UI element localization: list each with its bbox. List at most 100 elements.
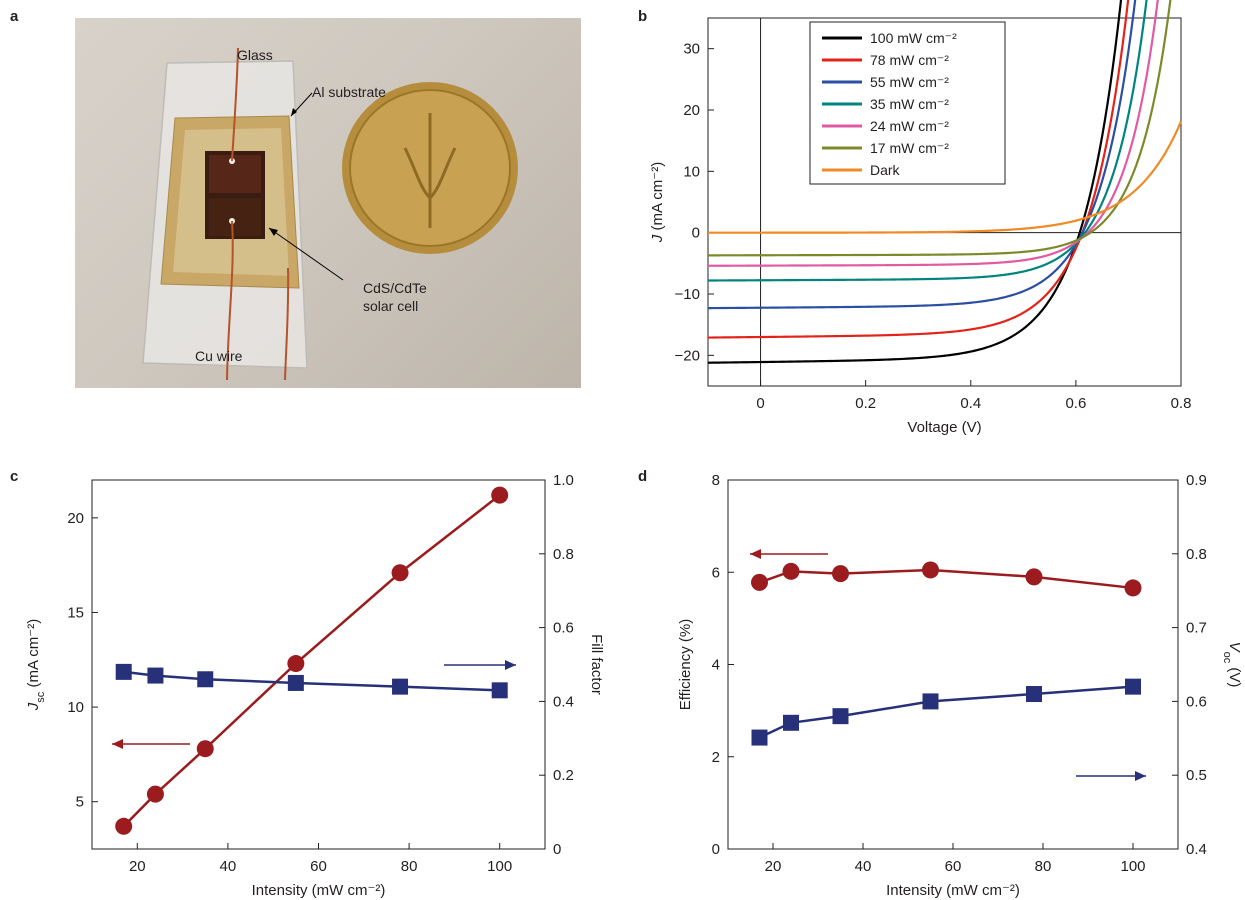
data-point-circle bbox=[491, 486, 509, 504]
panel-label-d: d bbox=[638, 468, 648, 485]
data-point-square bbox=[1125, 678, 1141, 695]
x-tick-label: 100 bbox=[487, 858, 512, 875]
label-glass: Glass bbox=[237, 47, 273, 63]
cu-wire-bottom bbox=[226, 220, 234, 381]
y-tick-label: 0 bbox=[692, 225, 700, 242]
series-line-1 bbox=[758, 685, 1134, 739]
series-line-0 bbox=[707, 0, 1123, 364]
x-tick-label: 80 bbox=[1035, 858, 1052, 875]
series-line-5 bbox=[708, 0, 1172, 257]
data-point-circle bbox=[391, 564, 409, 582]
jsc-ff-chart: 20 40 60 80 100 5 10 15 20 0 0.2 0.4 0.6 0.8 1.0 Intens… bbox=[25, 472, 605, 899]
data-point-circle bbox=[287, 655, 305, 673]
y-left-axis-label: Efficiency (%) bbox=[677, 619, 694, 710]
data-point-square bbox=[783, 714, 799, 731]
plot-frame bbox=[727, 479, 1179, 850]
legend-label: 35 mW cm⁻² bbox=[870, 96, 949, 112]
y-right-axis-label: Fill factor bbox=[588, 634, 605, 695]
x-tick-label: 0 bbox=[756, 395, 764, 412]
panel-label-b: b bbox=[638, 8, 648, 25]
y-left-tick-label: 8 bbox=[712, 472, 720, 489]
ff-axis-arrow-head bbox=[505, 660, 516, 670]
legend-label: 17 mW cm⁻² bbox=[870, 140, 949, 156]
data-point-square bbox=[147, 667, 164, 684]
y-tick-label: 20 bbox=[683, 102, 700, 119]
y-right-tick-label: 0.5 bbox=[1186, 767, 1207, 784]
y-right-tick-label: 1.0 bbox=[553, 472, 574, 489]
y-left-tick-label: 10 bbox=[67, 699, 84, 716]
x-tick-label: 60 bbox=[945, 858, 962, 875]
data-point-square bbox=[197, 671, 214, 688]
label-cu-wire: Cu wire bbox=[195, 348, 243, 364]
label-al-substrate: Al substrate bbox=[312, 84, 386, 100]
x-axis-label: Intensity (mW cm⁻²) bbox=[252, 882, 386, 899]
data-point-square bbox=[1026, 686, 1042, 703]
cu-wire-side bbox=[284, 267, 290, 381]
y-tick-label: 10 bbox=[683, 163, 700, 180]
series-line-1 bbox=[707, 0, 1130, 339]
y-right-axis-label: Voc (V) bbox=[1221, 642, 1243, 688]
y-tick-label: −10 bbox=[675, 286, 700, 303]
label-cell-line1: CdS/CdTe bbox=[363, 280, 427, 296]
x-tick-label: 0.2 bbox=[855, 395, 876, 412]
y-right-tick-label: 0.2 bbox=[553, 767, 574, 784]
data-point-square bbox=[115, 663, 132, 680]
data-point-square bbox=[287, 674, 304, 691]
y-left-tick-label: 4 bbox=[712, 657, 720, 674]
cell-lower-region bbox=[209, 198, 261, 236]
x-tick-label: 0.4 bbox=[960, 395, 981, 412]
series-line-3 bbox=[707, 0, 1148, 282]
legend-label: 78 mW cm⁻² bbox=[870, 52, 949, 68]
y-right-tick-label: 0.7 bbox=[1186, 620, 1207, 637]
data-point-square bbox=[832, 708, 849, 725]
voc-axis-arrow-head bbox=[1135, 771, 1146, 781]
label-cell-line2: solar cell bbox=[363, 298, 418, 314]
data-point-square bbox=[392, 678, 409, 695]
panel-label-c: c bbox=[10, 468, 19, 485]
series-line-2 bbox=[707, 0, 1137, 310]
y-right-tick-label: 0.8 bbox=[1186, 546, 1207, 563]
data-point-square bbox=[751, 729, 768, 746]
y-left-tick-label: 6 bbox=[712, 564, 720, 581]
series-line-4 bbox=[707, 0, 1159, 267]
cell-arrowhead bbox=[269, 228, 278, 236]
y-right-tick-label: 0.4 bbox=[553, 693, 574, 710]
y-right-tick-label: 0.6 bbox=[553, 620, 574, 637]
device-photo-drawing: Glass Al substrate CdS/CdTe solar cell C… bbox=[142, 47, 518, 381]
x-tick-label: 40 bbox=[855, 858, 872, 875]
jv-chart: 0 0.2 0.4 0.6 0.8 −20 −10 0 10 20 30 Voltage (V) J (… bbox=[649, 0, 1192, 436]
series-line-6 bbox=[708, 121, 1183, 234]
legend-label: 100 mW cm⁻² bbox=[870, 30, 957, 46]
legend-label: 24 mW cm⁻² bbox=[870, 118, 949, 134]
x-tick-label: 80 bbox=[401, 858, 418, 875]
data-point-circle bbox=[1025, 568, 1043, 586]
y-left-tick-label: 0 bbox=[712, 841, 720, 858]
x-axis-label: Voltage (V) bbox=[907, 419, 981, 436]
al-substrate-arrowhead bbox=[291, 108, 297, 116]
x-tick-label: 20 bbox=[129, 858, 146, 875]
y-right-tick-label: 0.4 bbox=[1186, 841, 1207, 858]
efficiency-voc-chart: 20 40 60 80 100 0 2 4 6 8 0.4 0.5 0.6 0.7 0.8 0.9 Intens… bbox=[677, 472, 1243, 899]
x-tick-label: 0.8 bbox=[1171, 395, 1192, 412]
y-left-tick-label: 5 bbox=[76, 794, 84, 811]
data-point-circle bbox=[751, 573, 768, 591]
data-point-square bbox=[922, 693, 939, 710]
y-left-tick-label: 20 bbox=[67, 510, 84, 527]
cu-wire-top bbox=[231, 47, 239, 162]
x-tick-label: 60 bbox=[310, 858, 327, 875]
data-point-circle bbox=[832, 565, 849, 583]
x-axis-label: Intensity (mW cm⁻²) bbox=[886, 882, 1020, 899]
plot-frame bbox=[707, 17, 1182, 387]
data-point-circle bbox=[922, 561, 939, 579]
data-point-circle bbox=[782, 562, 800, 580]
y-right-tick-label: 0.9 bbox=[1186, 472, 1207, 489]
data-point-square bbox=[491, 682, 508, 699]
data-point-circle bbox=[196, 740, 214, 758]
x-tick-label: 20 bbox=[765, 858, 782, 875]
cell-upper-region bbox=[209, 155, 261, 193]
device-photo: Glass Al substrate CdS/CdTe solar cell C… bbox=[75, 18, 581, 388]
y-right-tick-label: 0 bbox=[553, 841, 561, 858]
data-point-circle bbox=[115, 817, 133, 835]
x-tick-label: 0.6 bbox=[1065, 395, 1086, 412]
efficiency-axis-arrow-head bbox=[750, 549, 761, 559]
